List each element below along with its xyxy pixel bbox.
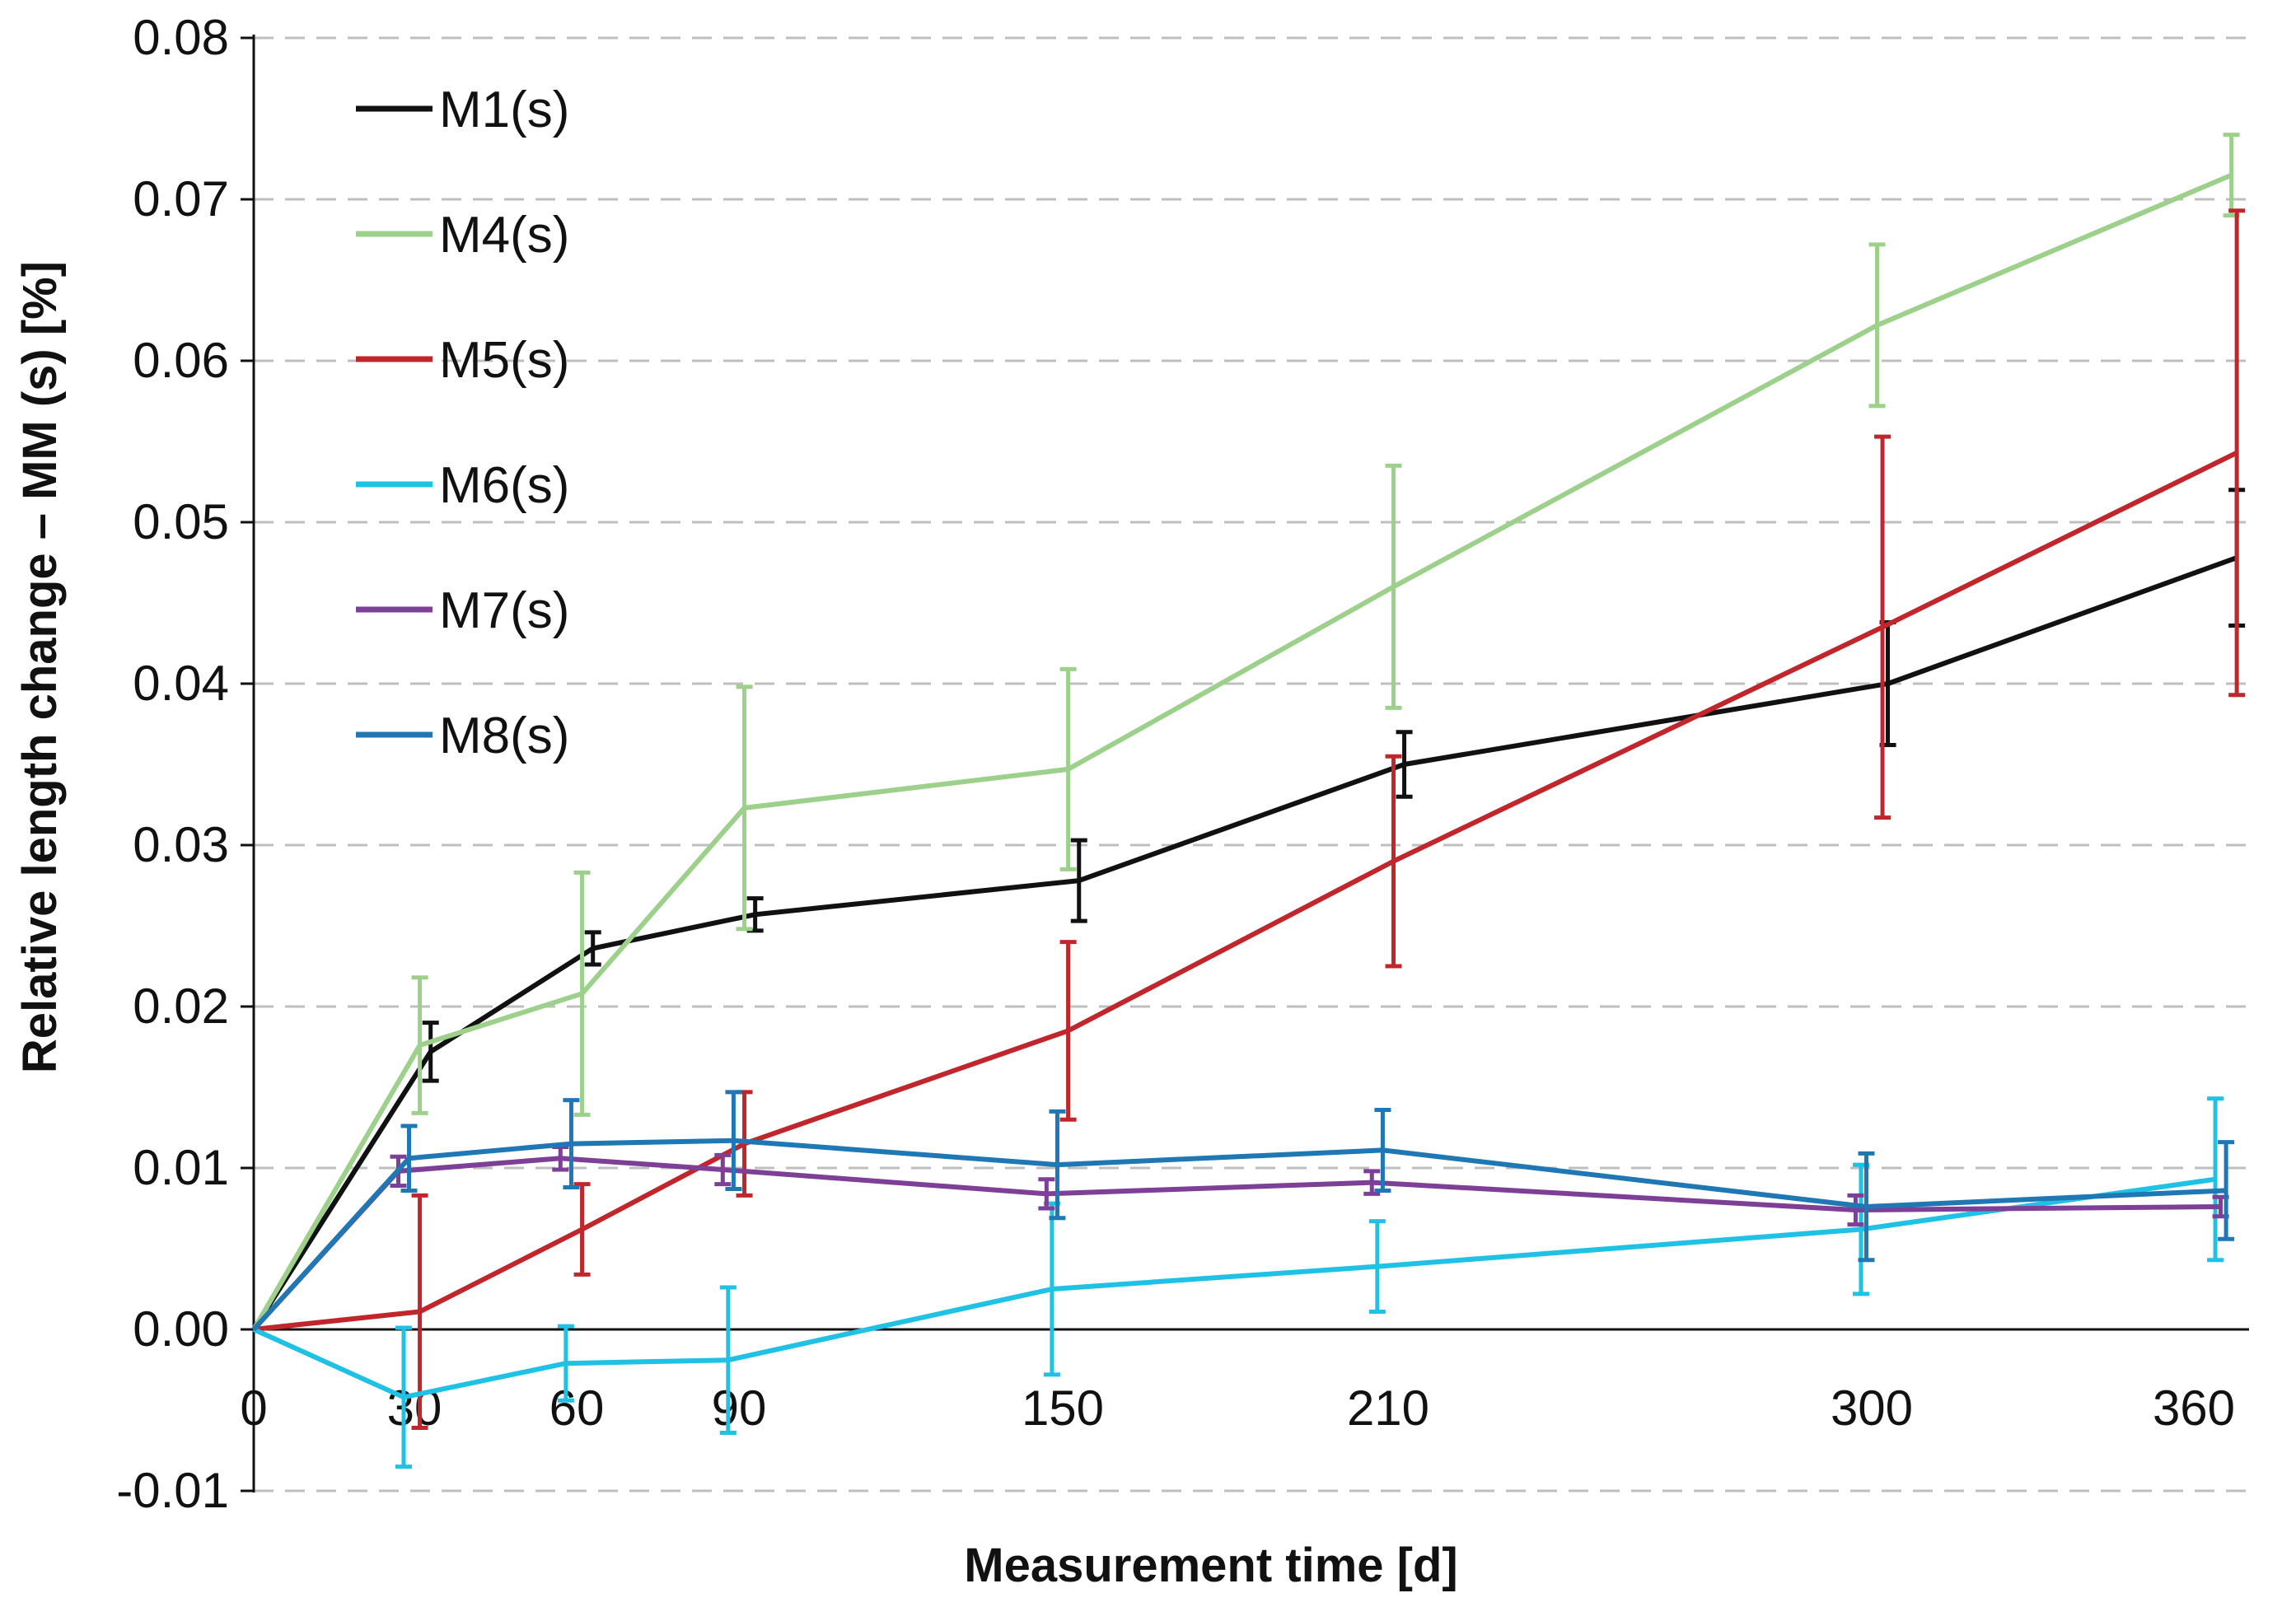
tick-labels: -0.01 0.00 0.01 0.02 0.03 0.04 0.05 0.06 0.07 0.0… bbox=[116, 10, 2235, 1518]
x-tick-label: 360 bbox=[2153, 1380, 2235, 1436]
data-point bbox=[732, 1139, 735, 1142]
data-point bbox=[1865, 1206, 1868, 1208]
data-point bbox=[2225, 1189, 2228, 1192]
series-line bbox=[251, 1156, 2221, 1332]
data-point bbox=[1050, 1288, 1053, 1290]
data-point bbox=[722, 1168, 724, 1170]
data-point bbox=[2236, 451, 2238, 454]
data-point bbox=[1376, 1265, 1378, 1268]
axes bbox=[241, 35, 2249, 1493]
legend-label: M6(s) bbox=[439, 457, 569, 514]
series-lines bbox=[251, 133, 2246, 1469]
data-point bbox=[1045, 1193, 1048, 1195]
data-point bbox=[253, 1329, 255, 1330]
data-point bbox=[581, 993, 583, 995]
data-point bbox=[2219, 1206, 2222, 1208]
y-tick-label: 0.00 bbox=[133, 1301, 229, 1357]
series-m5s bbox=[253, 208, 2246, 1431]
data-point bbox=[1859, 1228, 1862, 1231]
data-point bbox=[1056, 1164, 1059, 1166]
y-tick-label: -0.01 bbox=[116, 1463, 229, 1518]
data-point bbox=[1403, 764, 1405, 765]
data-point bbox=[2230, 174, 2233, 176]
data-point bbox=[1876, 324, 1878, 326]
legend-label: M4(s) bbox=[439, 207, 569, 264]
x-tick-label: 60 bbox=[549, 1380, 605, 1436]
y-tick-label: 0.01 bbox=[133, 1140, 229, 1195]
data-point bbox=[743, 806, 746, 809]
data-point bbox=[1887, 683, 1889, 684]
data-point bbox=[754, 913, 756, 916]
series-line bbox=[253, 451, 2238, 1332]
data-point bbox=[1392, 586, 1395, 588]
data-point bbox=[419, 1044, 421, 1047]
y-tick-label: 0.02 bbox=[133, 979, 229, 1034]
legend-label: M8(s) bbox=[439, 708, 569, 764]
x-tick-label: 90 bbox=[712, 1380, 767, 1436]
series-line bbox=[252, 1176, 2216, 1400]
series-line bbox=[251, 555, 2238, 1331]
legend-label: M1(s) bbox=[439, 82, 569, 138]
legend-label: M5(s) bbox=[439, 332, 569, 389]
gridlines bbox=[254, 36, 2249, 1493]
x-tick-label: 300 bbox=[1831, 1380, 1913, 1436]
legend: M1(s) M4(s) M5(s) M6(s) M7(s) M8(s) bbox=[356, 82, 569, 764]
data-point bbox=[1371, 1181, 1373, 1184]
series-line bbox=[251, 1138, 2227, 1332]
data-point bbox=[727, 1359, 729, 1362]
y-tick-label: 0.08 bbox=[133, 10, 229, 65]
x-axis-title: Measurement time [d] bbox=[964, 1539, 1457, 1592]
data-point bbox=[1067, 768, 1069, 770]
series-m7s bbox=[251, 1145, 2229, 1332]
data-point bbox=[564, 1362, 567, 1365]
data-point bbox=[559, 1157, 562, 1160]
data-point bbox=[408, 1157, 410, 1160]
series-line bbox=[251, 172, 2233, 1331]
x-tick-label: 150 bbox=[1022, 1380, 1104, 1436]
x-tick-label: 0 bbox=[240, 1380, 267, 1436]
data-point bbox=[403, 1396, 404, 1399]
data-point bbox=[581, 1228, 583, 1231]
y-tick-label: 0.05 bbox=[133, 494, 229, 549]
y-axis-title: Relative length change – MM (s) [%] bbox=[13, 261, 67, 1073]
data-point bbox=[1854, 1208, 1857, 1211]
data-point bbox=[419, 1310, 421, 1313]
data-point bbox=[1382, 1149, 1384, 1152]
data-point bbox=[1078, 880, 1080, 882]
y-tick-label: 0.03 bbox=[133, 817, 229, 872]
data-point bbox=[1392, 860, 1395, 862]
data-point bbox=[1882, 626, 1884, 628]
data-point bbox=[592, 947, 594, 950]
data-point bbox=[2214, 1178, 2217, 1180]
y-tick-label: 0.06 bbox=[133, 333, 229, 388]
x-tick-label: 210 bbox=[1347, 1380, 1429, 1436]
y-tick-label: 0.07 bbox=[133, 171, 229, 227]
data-point bbox=[1067, 1030, 1069, 1032]
data-point bbox=[429, 1050, 432, 1053]
y-tick-label: 0.04 bbox=[133, 656, 229, 711]
data-point bbox=[570, 1142, 573, 1145]
legend-label: M7(s) bbox=[439, 582, 569, 639]
series-m4s bbox=[251, 133, 2240, 1331]
series-m8s bbox=[251, 1090, 2235, 1332]
